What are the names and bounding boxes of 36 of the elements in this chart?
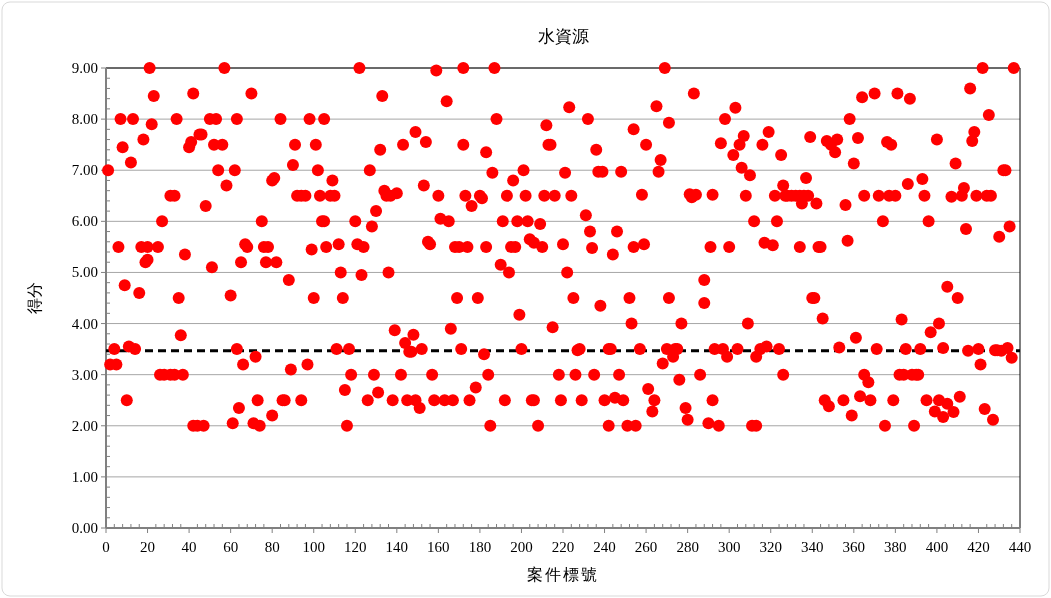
x-tick-label: 60 [223, 539, 239, 555]
y-tick-label: 0.00 [71, 520, 98, 536]
y-tick-label: 4.00 [71, 315, 98, 332]
y-axis-title: 得分 [26, 282, 43, 314]
x-tick-label: 280 [676, 539, 699, 555]
x-tick-label: 260 [634, 539, 658, 555]
x-tick-label: 420 [967, 539, 990, 555]
y-tick-label: 9.00 [71, 60, 98, 76]
x-tick-label: 0 [102, 539, 110, 555]
x-tick-label: 120 [344, 539, 367, 555]
x-tick-label: 80 [264, 539, 280, 555]
x-tick-label: 300 [717, 539, 741, 555]
x-tick-label: 140 [385, 539, 409, 555]
x-tick-label: 400 [925, 539, 949, 555]
x-tick-label: 200 [510, 539, 533, 555]
x-tick-label: 380 [884, 539, 907, 555]
y-tick-label: 2.00 [71, 417, 98, 434]
x-tick-label: 440 [1008, 539, 1032, 555]
x-tick-label: 40 [181, 539, 197, 555]
x-tick-label: 20 [140, 539, 156, 555]
x-tick-label: 100 [302, 539, 325, 555]
x-tick-label: 220 [551, 539, 575, 555]
chart-title: 水資源 [537, 27, 589, 46]
x-axis-title: 案件標號 [527, 566, 599, 583]
y-tick-label: 1.00 [71, 468, 98, 485]
y-tick-label: 3.00 [71, 366, 98, 383]
y-tick-label: 7.00 [71, 162, 98, 179]
x-tick-label: 180 [468, 539, 492, 555]
y-tick-label: 6.00 [71, 213, 98, 230]
y-tick-label: 5.00 [71, 264, 98, 281]
x-tick-label: 360 [842, 539, 866, 555]
y-tick-label: 8.00 [71, 111, 98, 128]
x-tick-label: 320 [759, 539, 782, 555]
x-tick-label: 240 [593, 539, 616, 555]
x-tick-label: 340 [801, 539, 824, 555]
x-tick-label: 160 [427, 539, 450, 555]
